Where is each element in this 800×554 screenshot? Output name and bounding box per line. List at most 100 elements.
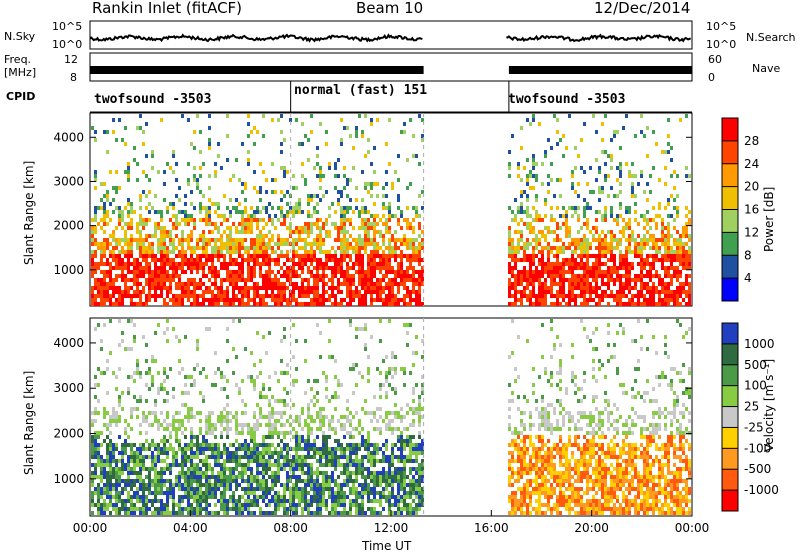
scatter-cell — [235, 451, 238, 455]
scatter-cell — [217, 367, 220, 371]
scatter-cell — [643, 214, 646, 218]
scatter-cell — [211, 491, 214, 495]
scatter-cell — [238, 286, 241, 290]
scatter-cell — [403, 254, 406, 258]
scatter-cell — [187, 182, 190, 186]
scatter-cell — [172, 487, 175, 491]
scatter-cell — [304, 443, 307, 447]
scatter-cell — [118, 290, 121, 294]
scatter-cell — [184, 286, 187, 290]
scatter-cell — [265, 270, 268, 274]
scatter-cell — [412, 218, 415, 222]
scatter-cell — [385, 230, 388, 234]
scatter-cell — [238, 298, 241, 302]
scatter-cell — [214, 242, 217, 246]
scatter-cell — [262, 218, 265, 222]
colorbar-tick-label-0-5: 8 — [744, 248, 752, 262]
scatter-cell — [91, 491, 94, 495]
scatter-cell — [631, 186, 634, 190]
scatter-cell — [370, 162, 373, 166]
scatter-cell — [403, 270, 406, 274]
scatter-cell — [418, 162, 421, 166]
scatter-cell — [637, 250, 640, 254]
scatter-cell — [100, 246, 103, 250]
scatter-cell — [214, 210, 217, 214]
scatter-cell — [274, 286, 277, 290]
scatter-cell — [142, 266, 145, 270]
scatter-cell — [139, 471, 142, 475]
scatter-cell — [328, 278, 331, 282]
scatter-cell — [571, 298, 574, 302]
scatter-cell — [340, 190, 343, 194]
scatter-cell — [535, 302, 538, 306]
scatter-cell — [142, 190, 145, 194]
scatter-cell — [190, 467, 193, 471]
scatter-cell — [130, 298, 133, 302]
scatter-cell — [94, 254, 97, 258]
scatter-cell — [586, 202, 589, 206]
scatter-cell — [535, 218, 538, 222]
scatter-cell — [400, 274, 403, 278]
scatter-cell — [319, 507, 322, 511]
scatter-cell — [361, 282, 364, 286]
scatter-cell — [124, 262, 127, 266]
scatter-cell — [358, 262, 361, 266]
scatter-cell — [265, 487, 268, 491]
scatter-cell — [340, 242, 343, 246]
scatter-cell — [148, 298, 151, 302]
scatter-cell — [313, 250, 316, 254]
scatter-cell — [529, 222, 532, 226]
scatter-cell — [100, 290, 103, 294]
scatter-cell — [292, 467, 295, 471]
scatter-cell — [175, 246, 178, 250]
scatter-cell — [595, 262, 598, 266]
scatter-cell — [421, 238, 424, 242]
scatter-cell — [220, 222, 223, 226]
scatter-cell — [616, 246, 619, 250]
scatter-cell — [112, 246, 115, 250]
scatter-cell — [124, 483, 127, 487]
scatter-cell — [211, 455, 214, 459]
scatter-cell — [307, 471, 310, 475]
scatter-cell — [316, 258, 319, 262]
scatter-cell — [286, 202, 289, 206]
scatter-cell — [220, 246, 223, 250]
scatter-cell — [286, 447, 289, 451]
scatter-cell — [220, 495, 223, 499]
scatter-cell — [580, 290, 583, 294]
scatter-cell — [688, 246, 691, 250]
scatter-cell — [175, 282, 178, 286]
scatter-cell — [292, 210, 295, 214]
scatter-cell — [97, 443, 100, 447]
scatter-cell — [103, 242, 106, 246]
scatter-cell — [658, 178, 661, 182]
scatter-cell — [154, 298, 157, 302]
scatter-cell — [679, 294, 682, 298]
scatter-cell — [529, 242, 532, 246]
scatter-cell — [175, 427, 178, 431]
scatter-cell — [100, 262, 103, 266]
scatter-cell — [322, 463, 325, 467]
scatter-cell — [208, 146, 211, 150]
scatter-cell — [613, 130, 616, 134]
scatter-cell — [229, 455, 232, 459]
scatter-cell — [286, 242, 289, 246]
scatter-cell — [679, 286, 682, 290]
scatter-cell — [562, 282, 565, 286]
scatter-cell — [583, 274, 586, 278]
scatter-cell — [619, 214, 622, 218]
scatter-cell — [139, 194, 142, 198]
scatter-cell — [634, 294, 637, 298]
scatter-cell — [319, 178, 322, 182]
scatter-cell — [160, 447, 163, 451]
scatter-cell — [376, 290, 379, 294]
scatter-cell — [277, 411, 280, 415]
scatter-cell — [259, 507, 262, 511]
scatter-cell — [274, 451, 277, 455]
scatter-cell — [139, 495, 142, 499]
scatter-cell — [598, 274, 601, 278]
scatter-cell — [343, 282, 346, 286]
scatter-cell — [241, 475, 244, 479]
scatter-cell — [133, 471, 136, 475]
scatter-cell — [340, 214, 343, 218]
